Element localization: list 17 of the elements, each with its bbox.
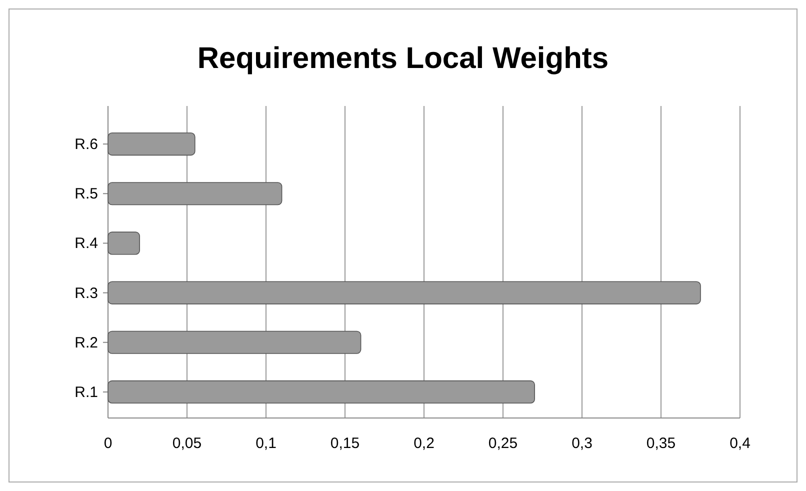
chart-title: Requirements Local Weights	[197, 42, 609, 75]
x-tick-label: 0,3	[572, 435, 592, 452]
x-tick-label: 0,25	[488, 435, 518, 452]
y-tick-label: R.2	[74, 334, 98, 352]
x-tick-label: 0,15	[330, 435, 360, 452]
x-tick-label: 0,4	[730, 435, 750, 452]
x-tick-label: 0	[104, 435, 112, 452]
x-tick-label: 0,35	[646, 435, 676, 452]
bar	[108, 232, 140, 255]
y-tick-label: R.4	[74, 235, 98, 252]
y-tick-label: R.1	[74, 384, 98, 401]
y-tick-label: R.6	[74, 136, 98, 154]
x-tick-label: 0,05	[172, 435, 202, 452]
y-tick-label: R.5	[74, 186, 98, 203]
x-tick-label: 0,1	[256, 435, 276, 452]
y-tick-label: R.3	[74, 284, 98, 302]
x-tick-label: 0,2	[414, 435, 434, 452]
